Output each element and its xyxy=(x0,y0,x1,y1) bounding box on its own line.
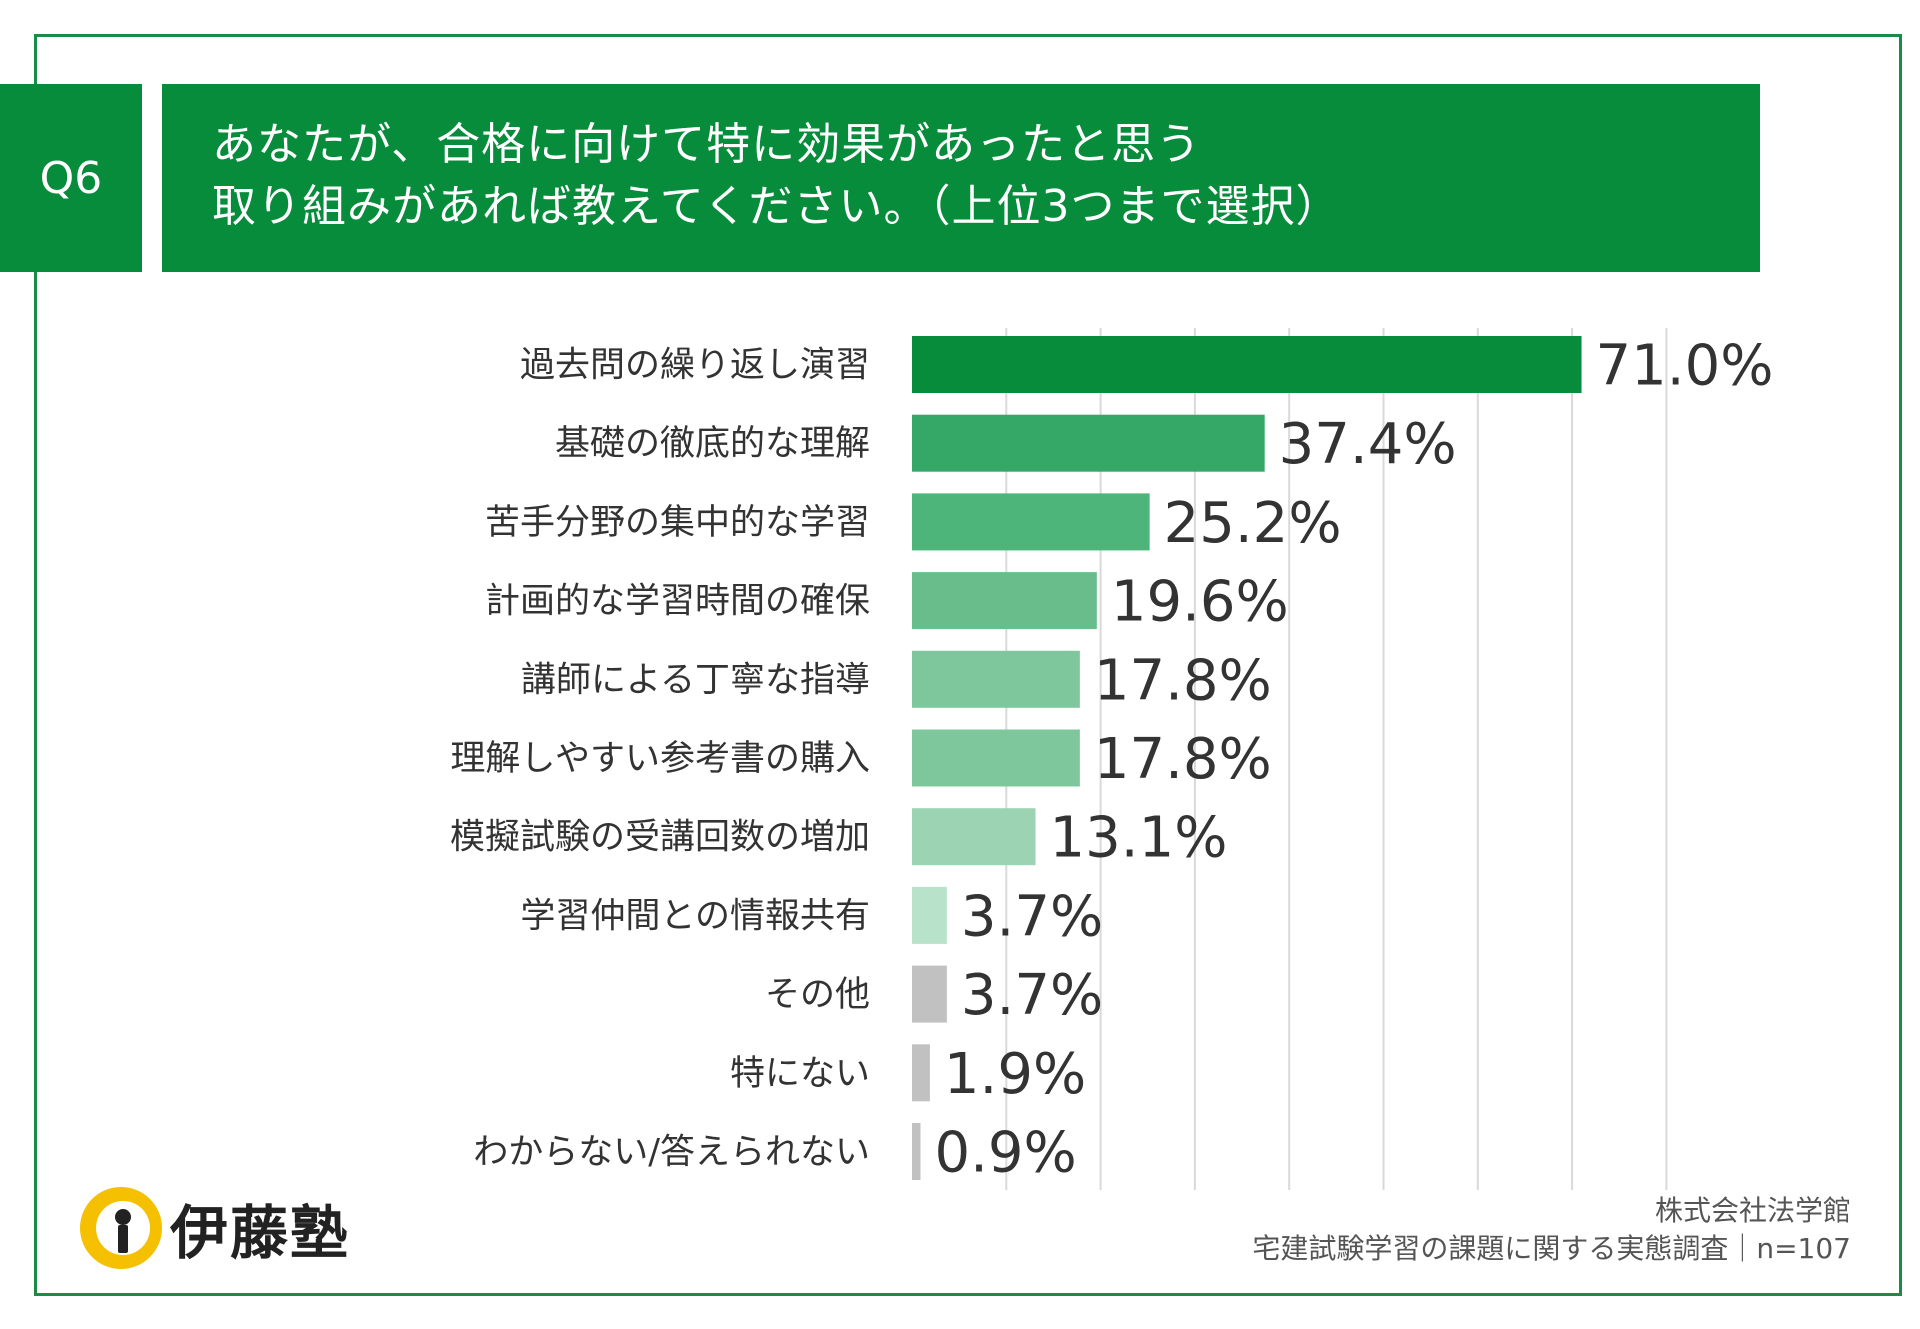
bar xyxy=(912,1123,920,1180)
bar xyxy=(912,966,947,1023)
bar-chart: 過去問の繰り返し演習 71.0% 基礎の徹底的な理解 37.4% 苦手分野の集中的な学習… xyxy=(0,0,1920,1329)
bar xyxy=(912,730,1080,787)
bar xyxy=(912,572,1097,629)
category-label: 特にない xyxy=(730,1054,870,1094)
bar xyxy=(912,1044,930,1101)
source-company: 株式会社法学館 xyxy=(1252,1192,1851,1230)
value-label: 37.4% xyxy=(1279,412,1457,477)
category-label: その他 xyxy=(765,975,870,1015)
value-label: 17.8% xyxy=(1094,727,1272,792)
category-label: 過去問の繰り返し演習 xyxy=(520,346,870,386)
bar xyxy=(912,808,1036,865)
value-label: 17.8% xyxy=(1094,648,1272,713)
bar xyxy=(912,651,1080,708)
category-label: 基礎の徹底的な理解 xyxy=(555,424,870,464)
bar xyxy=(912,493,1150,550)
category-label: わからない/答えられない xyxy=(473,1133,870,1173)
bar xyxy=(912,336,1582,393)
value-label: 13.1% xyxy=(1050,806,1228,871)
logo-text: 伊藤塾 xyxy=(170,1186,350,1270)
bar xyxy=(912,415,1265,472)
value-label: 19.6% xyxy=(1111,570,1289,635)
category-label: 理解しやすい参考書の購入 xyxy=(450,739,870,779)
value-label: 1.9% xyxy=(944,1042,1086,1107)
category-label: 模擬試験の受講回数の増加 xyxy=(450,818,870,858)
category-label: 計画的な学習時間の確保 xyxy=(485,582,870,622)
logo: 伊藤塾 xyxy=(78,1185,350,1271)
source-survey: 宅建試験学習の課題に関する実態調査｜n=107 xyxy=(1252,1230,1851,1268)
value-label: 71.0% xyxy=(1596,334,1774,399)
value-label: 3.7% xyxy=(961,884,1103,949)
category-label: 講師による丁寧な指導 xyxy=(521,660,870,700)
logo-keyhole-icon xyxy=(78,1185,164,1271)
category-label: 苦手分野の集中的な学習 xyxy=(485,503,870,543)
bar xyxy=(912,887,947,944)
value-label: 0.9% xyxy=(934,1121,1076,1186)
category-label: 学習仲間との情報共有 xyxy=(520,896,870,936)
value-label: 25.2% xyxy=(1164,491,1342,556)
value-label: 3.7% xyxy=(961,963,1103,1028)
source-note: 株式会社法学館 宅建試験学習の課題に関する実態調査｜n=107 xyxy=(1252,1192,1851,1268)
